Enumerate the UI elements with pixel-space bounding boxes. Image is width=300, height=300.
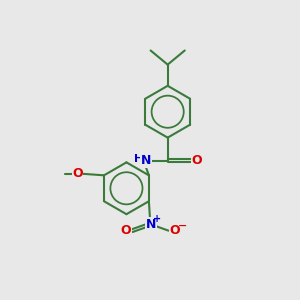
Text: +: + bbox=[153, 214, 161, 224]
Text: H: H bbox=[134, 154, 143, 164]
Text: O: O bbox=[192, 154, 203, 167]
Text: −: − bbox=[178, 220, 187, 230]
Text: O: O bbox=[120, 224, 131, 237]
Text: O: O bbox=[72, 167, 83, 180]
Text: N: N bbox=[141, 154, 151, 167]
Text: O: O bbox=[169, 224, 180, 237]
Text: N: N bbox=[146, 218, 156, 231]
